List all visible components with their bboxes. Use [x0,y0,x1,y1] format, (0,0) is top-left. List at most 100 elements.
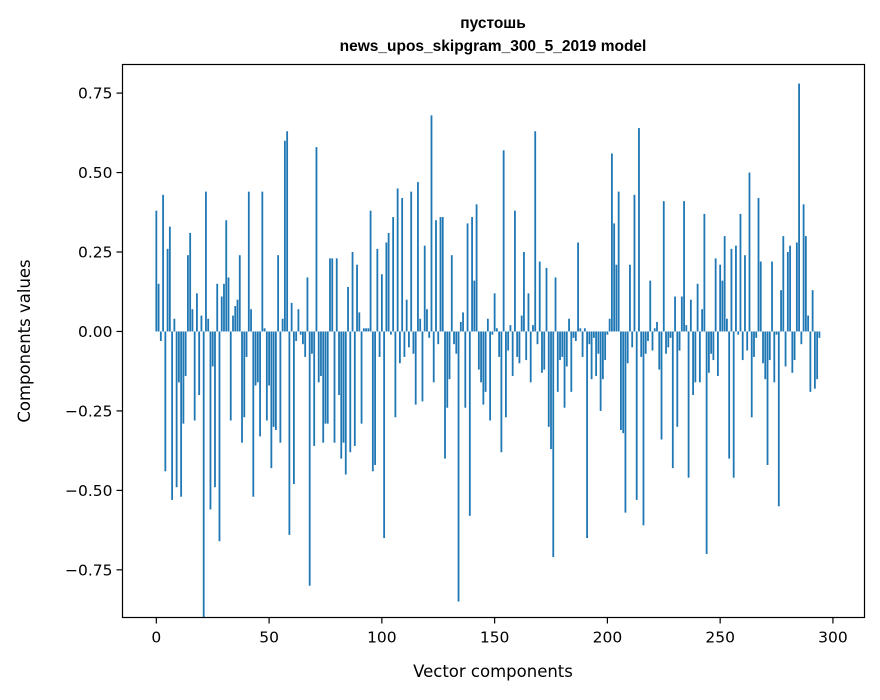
bar [565,331,568,367]
bar [516,331,519,357]
bar [347,286,349,332]
bar [412,331,415,354]
bar [804,236,807,332]
bar [236,299,239,332]
bar [795,242,798,332]
bar [809,331,812,392]
bar [423,245,426,332]
bar [523,252,525,332]
bar [649,280,652,332]
bar [647,331,649,341]
bar [279,331,282,443]
bar [338,331,340,396]
bar [748,172,751,332]
bar [626,331,629,364]
bar [455,331,458,354]
bar [376,248,379,332]
bar [484,331,487,392]
bar [322,331,325,443]
bar [624,331,627,513]
bar [735,245,737,332]
bar [205,191,207,332]
bar [399,331,401,364]
bar [662,201,665,332]
bar [450,255,453,332]
bar [421,331,424,402]
bar [405,299,408,332]
bar [245,331,248,357]
bar [367,328,370,332]
bar [486,318,489,332]
bar [597,331,600,354]
bar [669,331,672,338]
bar [313,331,316,446]
bar [615,264,618,332]
bar [365,328,367,332]
bar [268,331,270,386]
bar [290,302,293,332]
bar [572,331,575,338]
bar [737,331,740,335]
bar [389,331,392,335]
bar [351,252,354,332]
bar [728,331,731,459]
bar [432,331,435,383]
bar [629,264,631,332]
bar [200,315,203,332]
bar [159,331,162,341]
bar [265,331,268,421]
bar [202,331,205,618]
bar [676,331,679,427]
bar [527,293,530,332]
bar [311,331,313,354]
bar [577,242,579,332]
bar [721,280,724,332]
bar [608,318,611,332]
y-tick-label: −0.25 [65,402,113,420]
bar [272,331,275,427]
y-axis-label: Components values [15,259,34,422]
bar [383,331,386,539]
bar [633,194,636,332]
bar [283,140,286,332]
bar [514,210,516,332]
x-tick-label: 0 [151,629,161,647]
bar [274,331,277,430]
bar [543,331,546,370]
bar [712,331,715,361]
bar [360,331,363,424]
bar [175,331,178,488]
bar [579,328,582,332]
bar [471,217,473,332]
bar [315,147,318,332]
bar [439,217,442,332]
bar [631,331,634,348]
bar [687,331,690,478]
bar [320,331,322,376]
bar [477,331,480,370]
bar [581,331,584,357]
bar [707,331,710,373]
x-axis: 0 50 100 150 200 250 300 [151,617,848,647]
bar [541,331,543,373]
y-tick-label: 0.75 [78,85,113,103]
bar [550,331,552,450]
bar [622,331,625,434]
bar [656,321,658,332]
x-tick-label: 250 [705,629,735,647]
bar [568,318,570,332]
bar [308,331,311,586]
bar [371,331,374,472]
bar [644,331,647,354]
bar [635,331,638,500]
bar [620,331,622,430]
bar [155,210,158,332]
bar [764,331,767,380]
bar [689,299,692,332]
bar [387,232,390,332]
bar [592,331,595,338]
chart-title: пустошь [460,15,526,32]
bar [782,236,785,332]
bar [651,331,654,351]
